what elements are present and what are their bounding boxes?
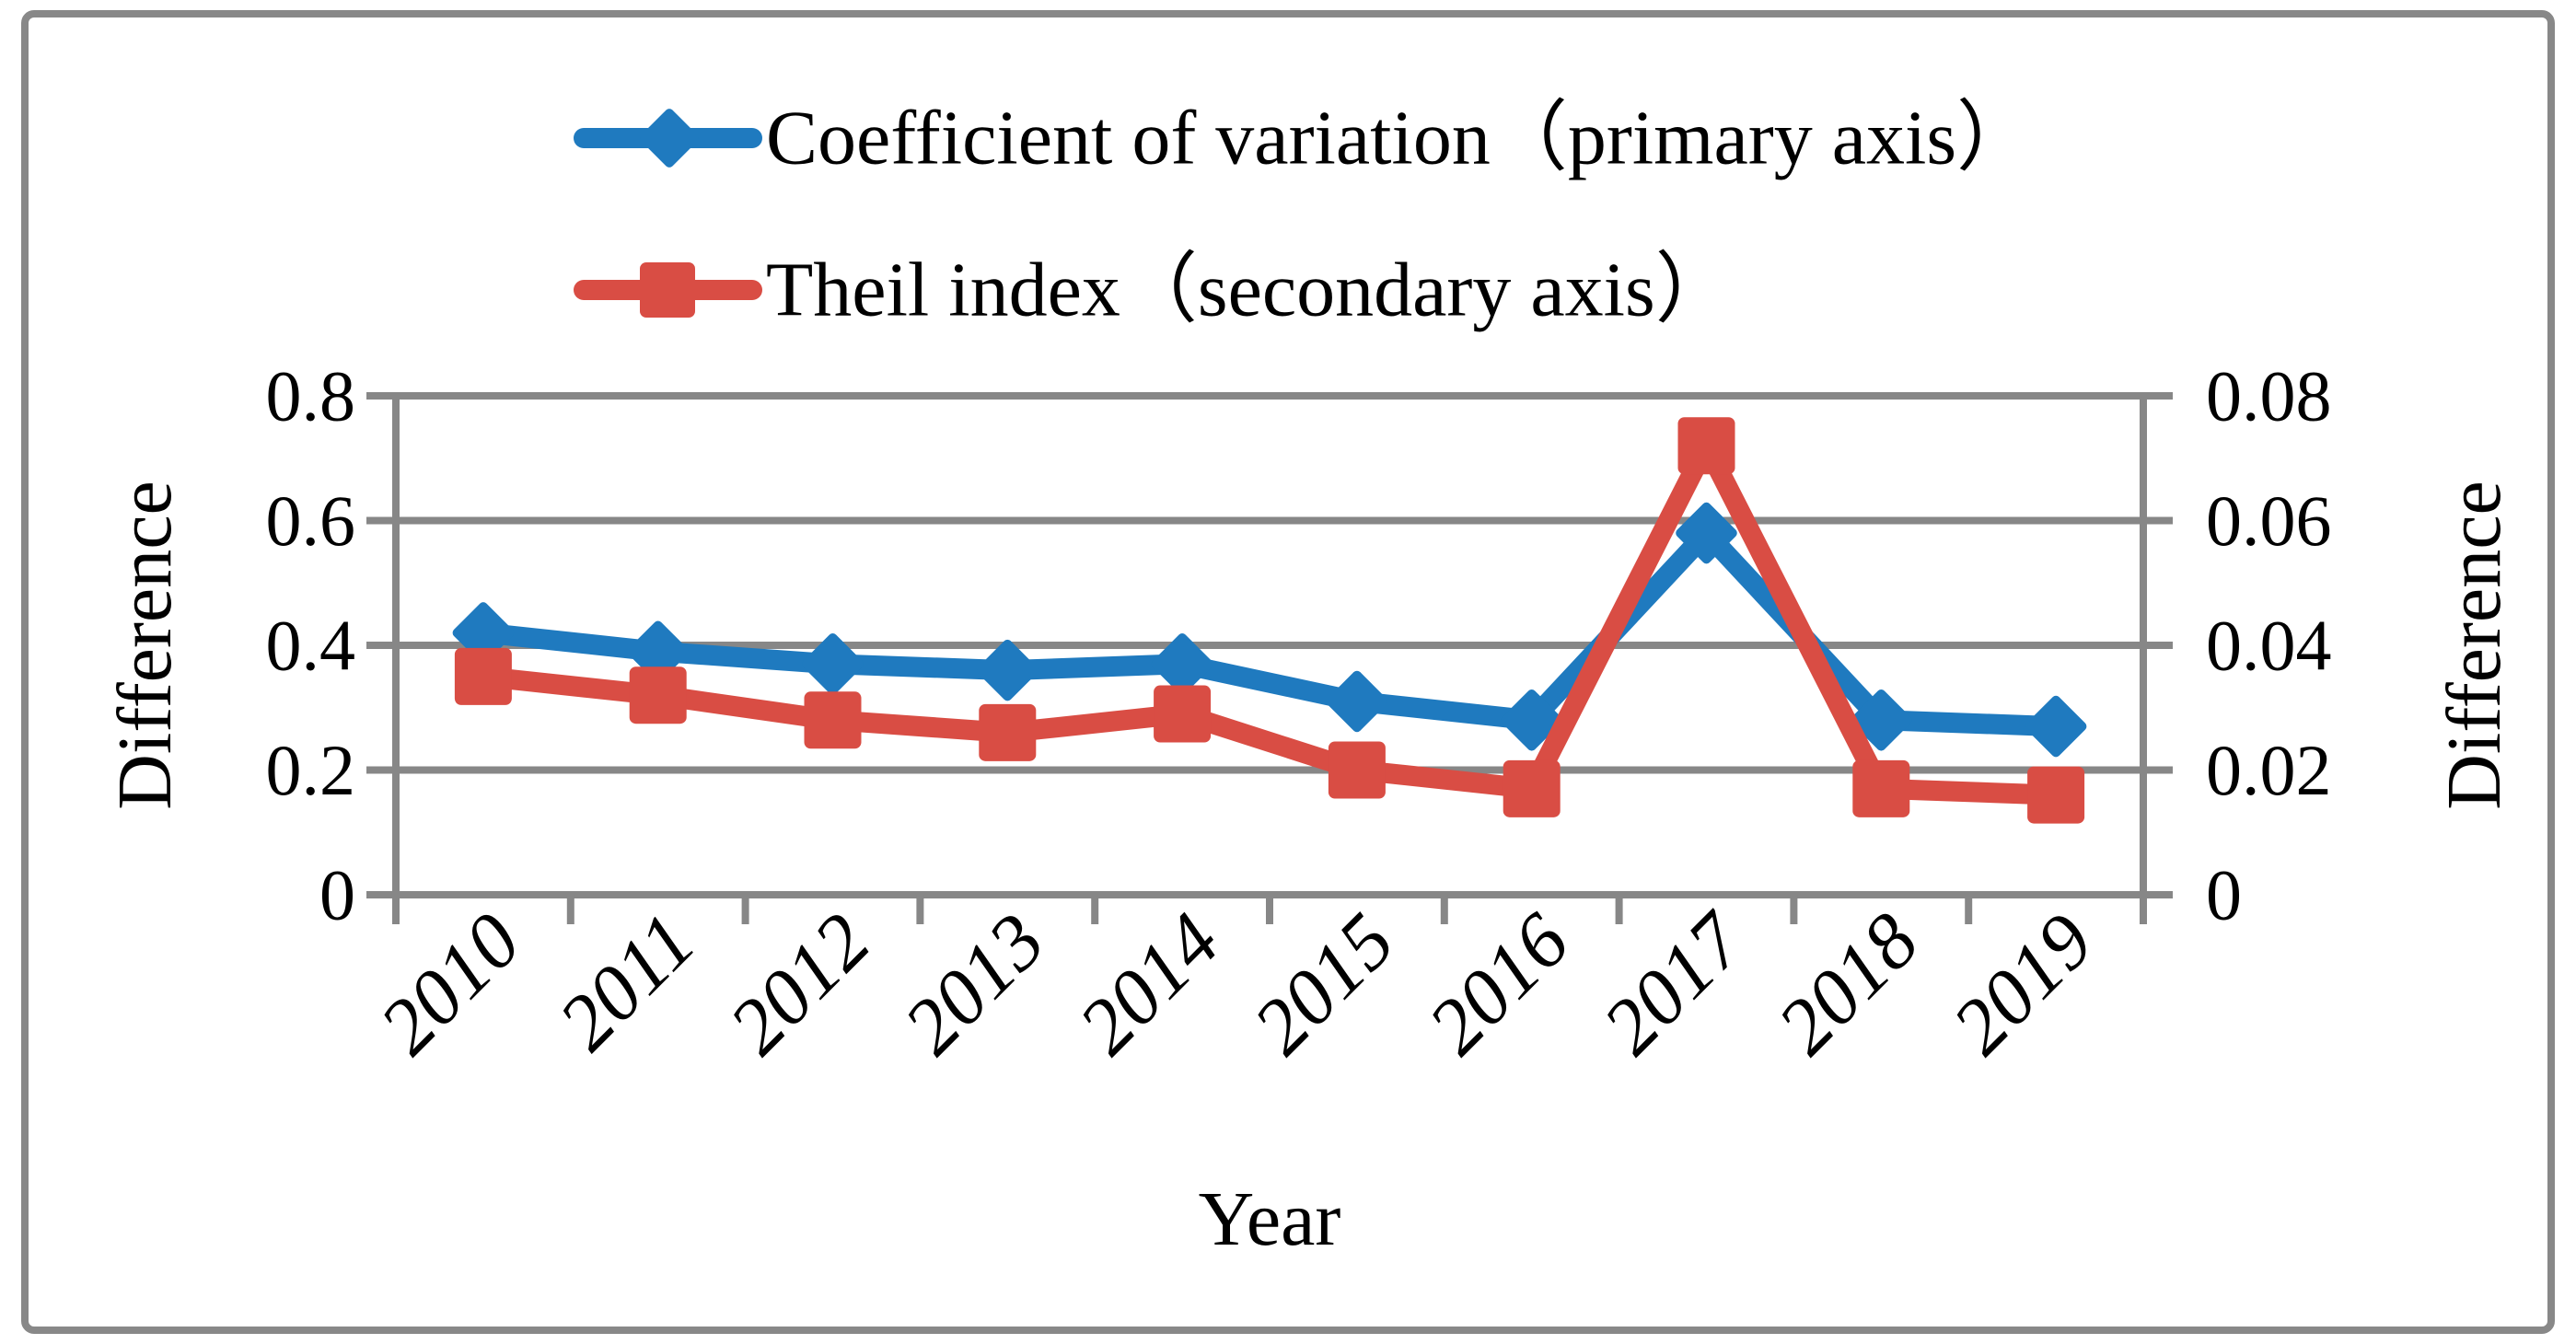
right-y-axis-title: Difference	[2431, 481, 2517, 810]
diamond-marker-coefficient-of-variation-2019	[2025, 695, 2087, 758]
square-marker-theil-index-2015	[1328, 741, 1386, 799]
left-y-tick-label: 0.4	[266, 606, 356, 686]
diamond-marker-coefficient-of-variation-2015	[1326, 670, 1388, 733]
square-marker-theil-index-2011	[629, 666, 687, 724]
square-marker-theil-index-2017	[1677, 417, 1735, 475]
series-line-theil-index	[472, 435, 2067, 805]
diamond-marker-icon	[640, 109, 699, 168]
diamond-marker-coefficient-of-variation-2013	[977, 639, 1039, 701]
right-y-tick-label: 0.02	[2206, 730, 2332, 810]
right-y-tick-label: 0	[2206, 855, 2242, 935]
legend-label-coefficient-of-variation: Coefficient of variation（primary axis）	[766, 96, 2034, 181]
right-y-tick-label: 0.06	[2206, 481, 2332, 561]
square-marker-theil-index-2014	[1154, 685, 1212, 743]
square-marker-theil-index-2013	[979, 703, 1037, 761]
left-y-tick-label: 0.2	[266, 730, 356, 810]
figure-border	[21, 10, 2555, 1334]
square-marker-icon	[640, 262, 695, 318]
legend: Coefficient of variation（primary axis） T…	[574, 96, 2034, 333]
diamond-marker-coefficient-of-variation-2012	[802, 633, 864, 695]
square-marker-theil-index-2016	[1503, 759, 1561, 817]
diamond-marker-coefficient-of-variation-2016	[1501, 689, 1562, 751]
right-y-tick-label: 0.04	[2206, 606, 2332, 686]
legend-item-coefficient-of-variation: Coefficient of variation（primary axis）	[574, 96, 2034, 181]
left-y-tick-label: 0.8	[266, 356, 356, 436]
legend-item-theil-index: Theil index（secondary axis）	[574, 248, 1733, 333]
square-marker-theil-index-2012	[804, 691, 862, 749]
left-y-tick-label: 0.6	[266, 481, 356, 561]
left-y-tick-label: 0	[319, 855, 355, 935]
left-y-axis-title: Difference	[102, 481, 188, 810]
square-marker-theil-index-2018	[1852, 759, 1910, 817]
diamond-marker-coefficient-of-variation-2017	[1676, 502, 1737, 564]
square-marker-theil-index-2019	[2027, 766, 2085, 824]
diamond-marker-coefficient-of-variation-2014	[1151, 633, 1213, 695]
legend-label-theil-index: Theil index（secondary axis）	[766, 248, 1733, 333]
square-marker-theil-index-2010	[454, 647, 512, 705]
x-axis-title: Year	[1199, 1176, 1341, 1262]
right-y-tick-label: 0.08	[2206, 356, 2332, 436]
diamond-marker-coefficient-of-variation-2018	[1851, 689, 1912, 751]
